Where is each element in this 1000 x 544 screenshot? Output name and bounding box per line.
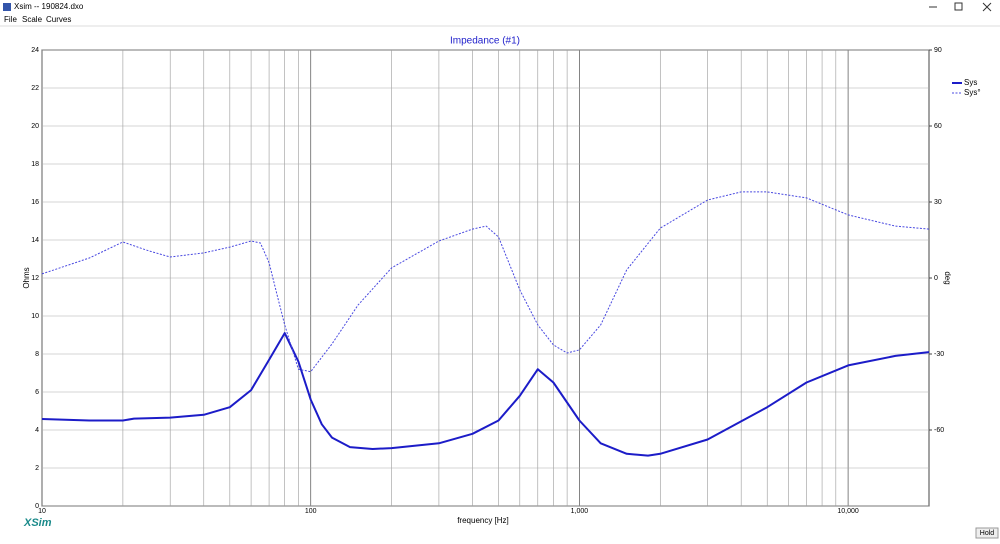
y-tick-label: 24 (31, 47, 39, 54)
legend-label: Sys° (964, 88, 981, 97)
y-tick-label: 6 (35, 389, 39, 396)
y-tick-label: 12 (31, 275, 39, 282)
close-button[interactable] (982, 2, 992, 12)
maximize-button[interactable] (954, 2, 963, 11)
y-tick-label: 2 (35, 465, 39, 472)
y2-axis-label: deg (943, 271, 952, 284)
y2-tick-label: 60 (934, 123, 942, 130)
app-icon (3, 3, 11, 11)
y-tick-label: 14 (31, 237, 39, 244)
title-bar (0, 0, 1000, 14)
x-axis-label: frequency [Hz] (457, 516, 509, 525)
x-tick-label: 100 (305, 508, 317, 515)
chart-title: Impedance (#1) (450, 36, 520, 47)
y-tick-label: 0 (35, 503, 39, 510)
y2-tick-label: -60 (934, 427, 944, 434)
menu-item[interactable]: Scale (22, 15, 43, 24)
series-line (41, 332, 930, 457)
x-tick-label: 10,000 (837, 508, 859, 515)
x-tick-label: 10 (38, 508, 46, 515)
hold-label[interactable]: Hold (980, 530, 995, 537)
window-title: Xsim -- 190824.dxo (14, 2, 84, 11)
hold-button[interactable] (975, 527, 999, 539)
y2-tick-label: 90 (934, 47, 942, 54)
y-tick-label: 8 (35, 351, 39, 358)
y2-tick-label: 0 (934, 275, 938, 282)
y-tick-label: 18 (31, 161, 39, 168)
x-tick-label: 1,000 (571, 508, 589, 515)
logo: XSim (23, 517, 52, 529)
legend-label: Sys (964, 78, 977, 87)
y2-tick-label: -30 (934, 351, 944, 358)
series-line (41, 191, 930, 373)
menu-item[interactable]: File (4, 15, 17, 24)
y-tick-label: 4 (35, 427, 39, 434)
menu-item[interactable]: Curves (46, 15, 71, 24)
y-tick-label: 22 (31, 85, 39, 92)
y-tick-label: 10 (31, 313, 39, 320)
y-tick-label: 20 (31, 123, 39, 130)
y2-tick-label: 30 (934, 199, 942, 206)
y-tick-label: 16 (31, 199, 39, 206)
y-axis-label: Ohms (22, 267, 31, 288)
